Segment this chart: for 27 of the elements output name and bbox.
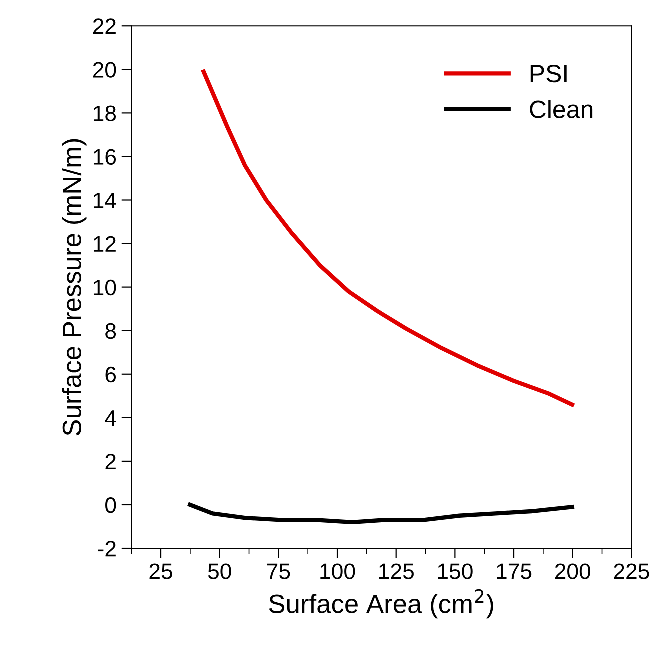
x-tick-label: 75	[267, 564, 290, 580]
x-tick-label: 25	[150, 564, 172, 580]
y-tick-label: 20	[93, 62, 116, 78]
y-tick-label: 4	[105, 410, 116, 426]
x-tick-label: 200	[555, 564, 591, 580]
x-tick-label: 150	[438, 564, 473, 580]
y-tick-label: 16	[94, 149, 116, 165]
y-tick-label: 18	[94, 106, 116, 122]
y-tick-label: 14	[94, 193, 116, 208]
y-tick-label: 22	[93, 18, 116, 34]
y-tick-label: 10	[94, 280, 116, 296]
x-tick-label: 50	[208, 564, 232, 580]
y-axis-title: Surface Pressure (mN/m)	[62, 139, 87, 436]
y-tick-label: 12	[94, 236, 116, 252]
legend-label: PSI	[530, 64, 567, 83]
x-axis-title: Surface Area (cm$^{2}$)	[269, 589, 494, 619]
y-tick-label: -2	[98, 541, 116, 557]
x-tick-label: 225	[614, 564, 650, 580]
line-series	[188, 502, 574, 524]
y-tick-label: 0	[106, 498, 116, 514]
x-tick-label: 125	[380, 564, 414, 580]
y-tick-label: 2	[106, 454, 116, 470]
x-tick-label: 175	[497, 564, 532, 580]
y-tick-label: 6	[106, 366, 116, 383]
x-tick-label: 100	[320, 564, 356, 580]
y-tick-label: 8	[106, 323, 116, 340]
legend-label: Clean	[530, 100, 593, 118]
